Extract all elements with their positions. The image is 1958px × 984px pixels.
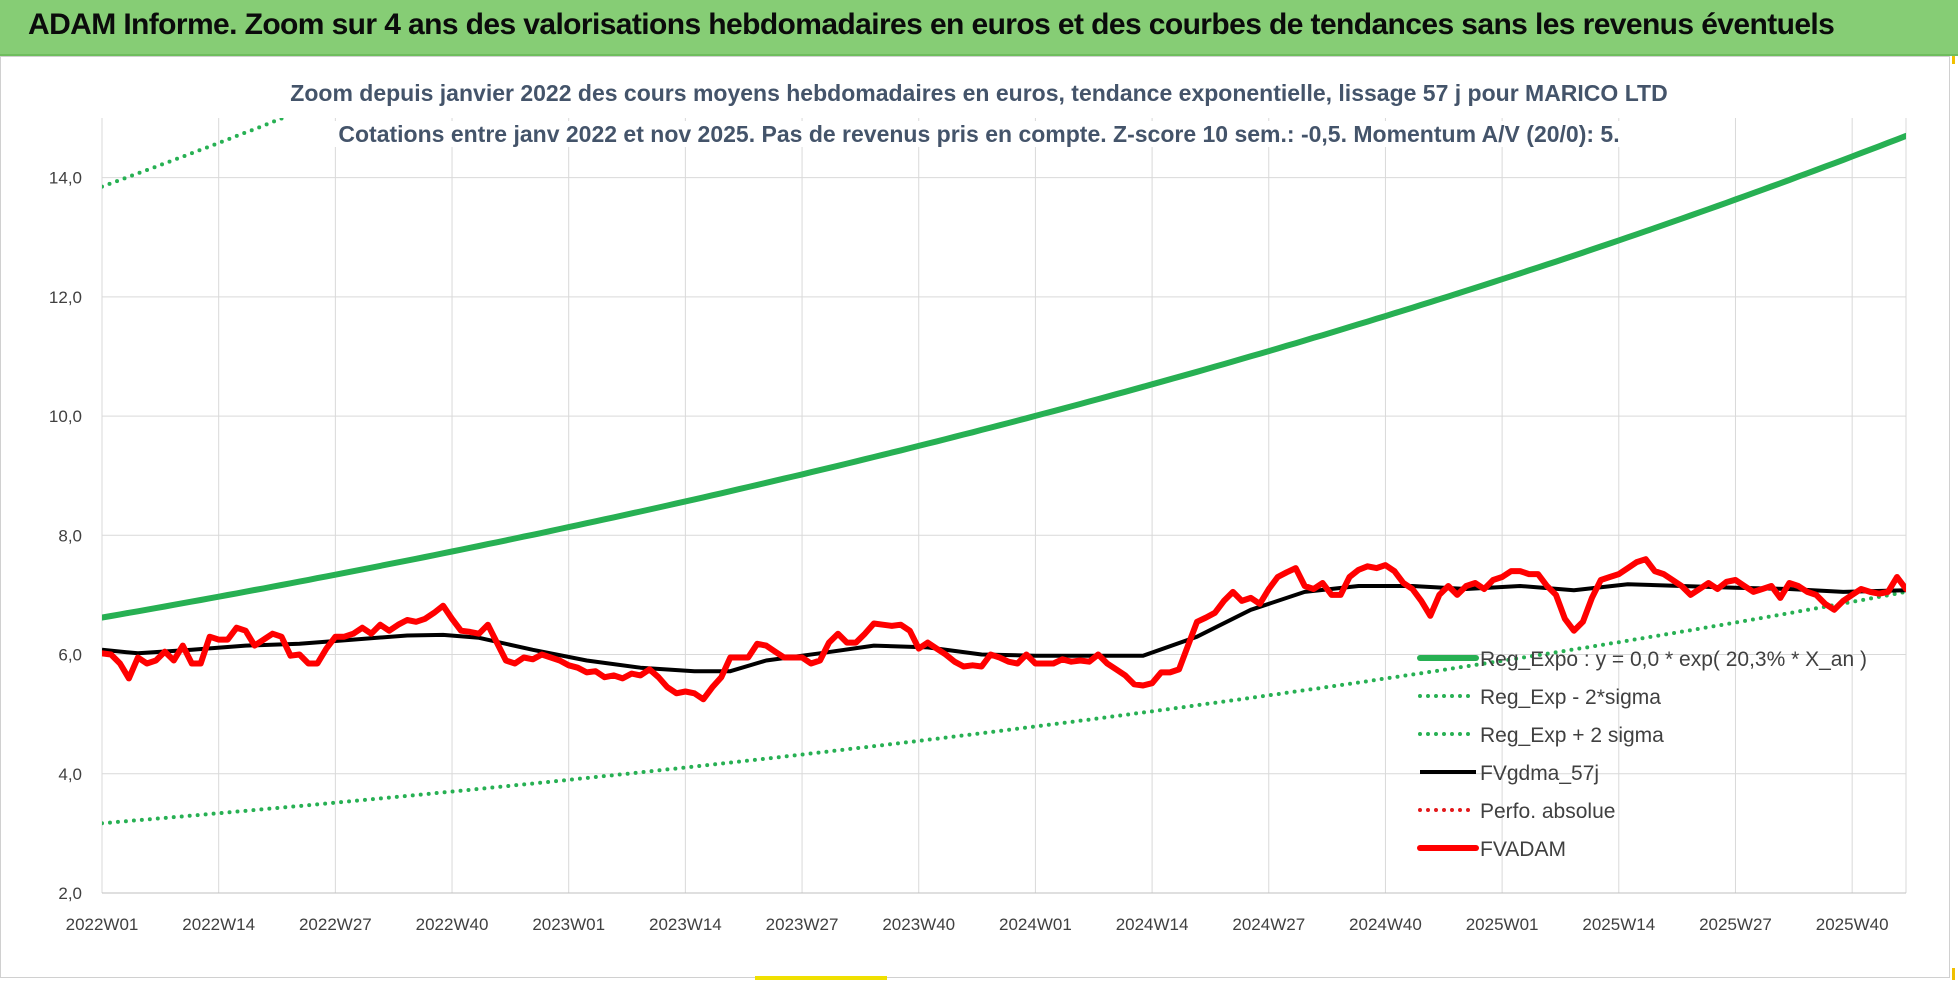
x-tick-label: 2023W40 <box>882 915 955 934</box>
legend-label: FVADAM <box>1480 838 1566 861</box>
x-tick-label: 2025W01 <box>1466 915 1539 934</box>
x-tick-label: 2022W01 <box>66 915 139 934</box>
x-tick-label: 2024W40 <box>1349 915 1422 934</box>
x-tick-label: 2024W01 <box>999 915 1072 934</box>
legend-label: Perfo. absolue <box>1480 800 1615 823</box>
x-tick-label: 2023W01 <box>532 915 605 934</box>
legend-label: FVgdma_57j <box>1480 762 1599 785</box>
x-tick-label: 2024W14 <box>1116 915 1189 934</box>
x-tick-label: 2022W14 <box>182 915 255 934</box>
bottom-accent <box>755 976 887 980</box>
y-tick-label: 4,0 <box>58 765 82 784</box>
chart-frame <box>0 56 1950 978</box>
series-line-0 <box>102 132 1906 621</box>
corner-accent <box>1952 56 1955 64</box>
x-tick-label: 2023W14 <box>649 915 722 934</box>
report-banner: ADAM Informe. Zoom sur 4 ans des valoris… <box>0 0 1958 56</box>
x-tick-label: 2025W40 <box>1816 915 1889 934</box>
grid-lines <box>101 118 1907 894</box>
legend: Reg_Expo : y = 0,0 * exp( 20,3% * X_an )… <box>1417 648 1867 861</box>
x-tick-label: 2025W27 <box>1699 915 1772 934</box>
x-axis-ticks: 2022W01 2022W14 2022W27 2022W40 2023W01 2023W… <box>66 915 1889 934</box>
y-axis-ticks: 2,0 4,0 6,0 8,0 10,0 12,0 14,0 <box>49 169 82 903</box>
report-title: ADAM Informe. Zoom sur 4 ans des valoris… <box>28 8 1835 41</box>
y-tick-label: 2,0 <box>58 884 82 903</box>
y-tick-label: 14,0 <box>49 169 82 188</box>
x-tick-label: 2023W27 <box>766 915 839 934</box>
series-line-3 <box>102 582 1906 674</box>
chart-subtitle: Cotations entre janv 2022 et nov 2025. P… <box>0 121 1958 148</box>
legend-label: Reg_Exp - 2*sigma <box>1480 686 1661 709</box>
y-tick-label: 8,0 <box>58 526 82 545</box>
y-tick-label: 12,0 <box>49 288 82 307</box>
x-tick-label: 2025W14 <box>1582 915 1655 934</box>
y-tick-label: 6,0 <box>58 646 82 665</box>
series-line-5 <box>102 556 1906 703</box>
series-lines <box>102 118 1906 826</box>
x-tick-label: 2024W27 <box>1232 915 1305 934</box>
legend-label: Reg_Expo : y = 0,0 * exp( 20,3% * X_an ) <box>1480 648 1867 671</box>
chart-title: Zoom depuis janvier 2022 des cours moyen… <box>0 80 1958 107</box>
legend-label: Reg_Exp + 2 sigma <box>1480 724 1664 747</box>
corner-accent <box>1952 968 1955 980</box>
x-tick-label: 2022W40 <box>416 915 489 934</box>
x-tick-label: 2022W27 <box>299 915 372 934</box>
y-tick-label: 10,0 <box>49 407 82 426</box>
